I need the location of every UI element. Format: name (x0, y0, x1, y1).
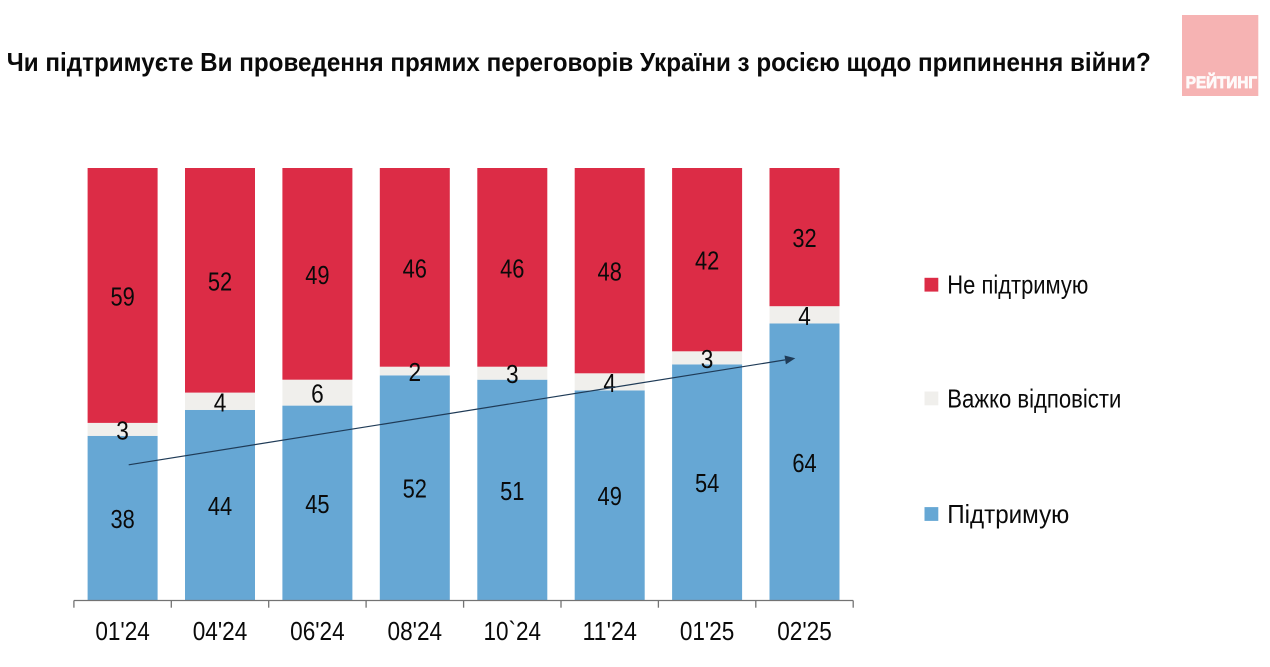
svg-text:01'25: 01'25 (680, 616, 735, 646)
svg-text:01'24: 01'24 (95, 616, 150, 646)
svg-text:64: 64 (792, 448, 816, 478)
svg-text:44: 44 (208, 491, 232, 521)
svg-text:51: 51 (500, 476, 524, 506)
svg-text:52: 52 (208, 266, 232, 296)
svg-text:48: 48 (598, 257, 622, 287)
svg-text:4: 4 (214, 387, 227, 417)
svg-text:04'24: 04'24 (193, 616, 248, 646)
svg-text:2: 2 (409, 357, 422, 387)
svg-text:3: 3 (701, 344, 714, 374)
svg-text:54: 54 (695, 468, 719, 498)
svg-text:59: 59 (110, 281, 134, 311)
svg-text:РЕЙТИНГ: РЕЙТИНГ (1186, 73, 1257, 92)
svg-text:49: 49 (305, 260, 329, 290)
svg-text:3: 3 (506, 359, 519, 389)
svg-text:6: 6 (311, 379, 324, 409)
svg-text:10`24: 10`24 (484, 616, 542, 646)
svg-text:49: 49 (598, 481, 622, 511)
svg-text:Підтримую: Підтримую (947, 499, 1069, 529)
svg-text:Важко відповісти: Важко відповісти (947, 383, 1121, 413)
svg-text:06'24: 06'24 (290, 616, 345, 646)
svg-text:4: 4 (603, 368, 616, 398)
svg-text:45: 45 (305, 489, 329, 519)
svg-text:3: 3 (116, 415, 129, 445)
svg-text:08'24: 08'24 (388, 616, 443, 646)
svg-text:46: 46 (403, 253, 427, 283)
svg-text:11'24: 11'24 (582, 616, 637, 646)
svg-text:Чи підтримуєте Ви проведення п: Чи підтримуєте Ви проведення прямих пере… (7, 47, 1151, 77)
svg-text:52: 52 (403, 474, 427, 504)
svg-text:42: 42 (695, 246, 719, 276)
svg-text:4: 4 (798, 301, 811, 331)
svg-text:Не підтримую: Не підтримую (947, 270, 1088, 300)
svg-text:46: 46 (500, 253, 524, 283)
svg-text:32: 32 (792, 223, 816, 253)
svg-text:38: 38 (110, 504, 134, 534)
svg-text:02'25: 02'25 (777, 616, 832, 646)
